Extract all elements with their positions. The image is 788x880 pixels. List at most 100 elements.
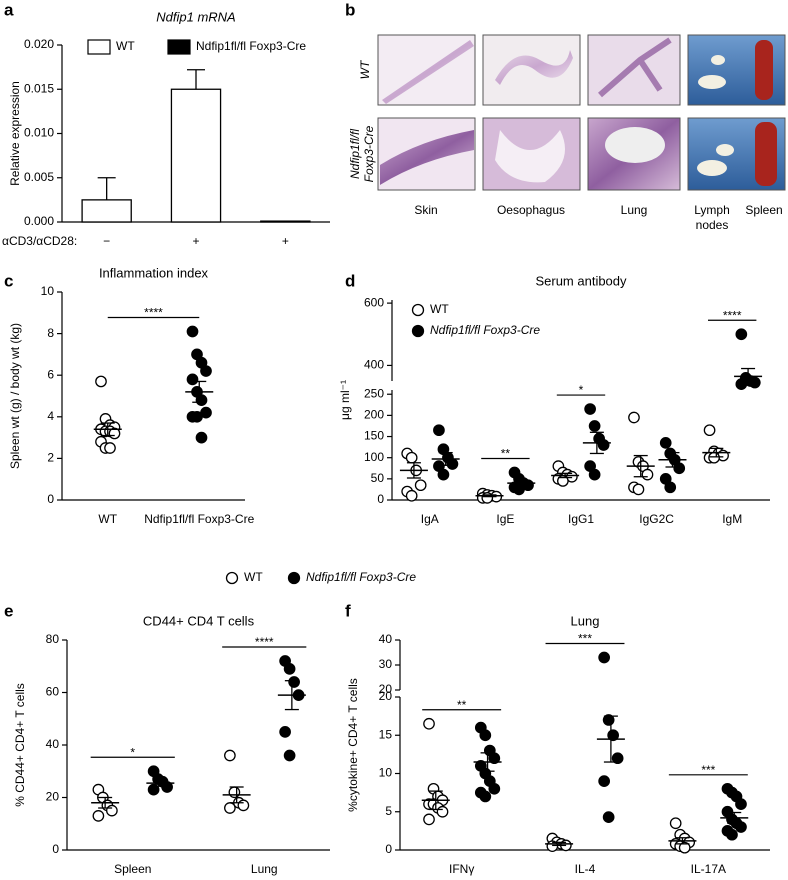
- data-point: [237, 799, 250, 812]
- y-axis-label: Relative expression: [8, 81, 22, 186]
- data-point: [224, 802, 236, 814]
- y-tick-label: 30: [379, 657, 393, 671]
- significance-label: ****: [144, 306, 163, 320]
- data-point: [479, 790, 492, 803]
- y-tick-label: 60: [46, 685, 60, 699]
- significance-label: *: [579, 383, 584, 397]
- data-point: [584, 403, 596, 415]
- data-point: [735, 821, 747, 833]
- significance-label: ***: [701, 763, 715, 777]
- y-tick-label: 80: [46, 632, 60, 646]
- x-tick-label: Lung: [251, 862, 278, 876]
- data-point: [446, 458, 459, 470]
- data-point: [95, 375, 107, 388]
- data-point: [104, 442, 116, 454]
- y-tick-label: 0: [47, 492, 54, 506]
- y-axis-label: % CD44+ CD4+ T cells: [13, 683, 27, 807]
- row-label: WT: [358, 59, 372, 79]
- bar: [170, 88, 222, 223]
- data-point: [279, 726, 291, 738]
- panel-label: f: [345, 601, 351, 620]
- data-point: [708, 451, 720, 464]
- image-detail: [755, 40, 773, 100]
- data-point: [437, 468, 450, 481]
- significance-label: *: [130, 745, 135, 759]
- row-label: Ndfip1fl/fl: [348, 129, 362, 179]
- data-point: [433, 424, 445, 437]
- x-tick-label: +: [282, 234, 289, 248]
- data-point: [588, 468, 601, 481]
- data-point: [659, 437, 672, 449]
- data-point: [669, 817, 682, 830]
- legend-swatch: [87, 39, 111, 55]
- y-tick-label: 5: [385, 804, 392, 818]
- x-axis-label: αCD3/αCD28:: [2, 234, 77, 248]
- y-tick-label: 100: [364, 450, 384, 464]
- image-detail: [495, 130, 565, 183]
- y-tick-label: 0.015: [24, 81, 54, 95]
- data-point: [632, 483, 645, 496]
- data-point: [678, 841, 691, 854]
- image-detail: [380, 130, 474, 185]
- chart-title: Serum antibody: [535, 273, 627, 288]
- column-label: Skin: [414, 203, 437, 217]
- x-tick-label: IFNγ: [449, 862, 474, 876]
- data-point: [186, 325, 199, 338]
- x-tick-label: WT: [98, 512, 117, 526]
- panel-label: d: [345, 271, 355, 290]
- y-tick-label: 2: [47, 451, 54, 465]
- image-detail: [598, 37, 672, 98]
- legend-swatch: [225, 571, 239, 585]
- panel-label: b: [345, 0, 355, 19]
- y-tick-label: 400: [364, 358, 384, 372]
- y-tick-label: 250: [364, 386, 384, 400]
- y-tick-label: 6: [47, 367, 54, 381]
- data-point: [405, 451, 418, 464]
- y-tick-label: 0.005: [24, 170, 54, 184]
- image-detail: [605, 127, 665, 163]
- significance-label: ****: [255, 635, 274, 649]
- data-point: [611, 752, 624, 765]
- data-point: [748, 376, 761, 389]
- image-detail: [716, 144, 734, 156]
- x-tick-label: IL-4: [575, 862, 596, 876]
- y-tick-label: 10: [41, 284, 55, 298]
- data-point: [436, 805, 449, 818]
- y-tick-label: 50: [371, 471, 385, 485]
- y-tick-label: 0.000: [24, 214, 54, 228]
- data-point: [414, 479, 427, 492]
- legend-label: WT: [244, 570, 263, 584]
- y-axis-label: %cytokine+ CD4+ T cells: [346, 678, 360, 812]
- y-tick-label: 20: [379, 682, 393, 696]
- y-tick-label: 0.020: [24, 37, 54, 51]
- data-point: [703, 424, 716, 437]
- column-label: Lymph: [694, 203, 730, 217]
- row-label: Foxp3-Cre: [362, 125, 376, 182]
- y-tick-label: 40: [379, 632, 393, 646]
- column-label: nodes: [696, 218, 729, 232]
- data-point: [597, 439, 610, 451]
- legend-swatch: [167, 39, 191, 55]
- bar: [81, 199, 132, 223]
- significance-label: ***: [578, 632, 592, 646]
- y-tick-label: 0: [385, 842, 392, 856]
- significance-label: **: [457, 698, 467, 712]
- data-point: [479, 729, 492, 742]
- x-tick-label: IL-17A: [691, 862, 726, 876]
- legend-label: Ndfip1fl/fl Foxp3-Cre: [430, 323, 540, 337]
- y-tick-label: 15: [379, 727, 393, 741]
- data-point: [147, 783, 160, 796]
- legend-swatch: [411, 324, 425, 338]
- image-detail: [697, 160, 727, 176]
- data-point: [481, 492, 494, 504]
- data-point: [195, 431, 208, 444]
- y-tick-label: 600: [364, 295, 384, 309]
- image-detail: [755, 122, 777, 186]
- significance-label: ****: [723, 308, 742, 322]
- data-point: [288, 676, 300, 688]
- data-point: [735, 798, 747, 810]
- data-point: [628, 411, 640, 424]
- x-tick-label: Spleen: [114, 862, 151, 876]
- significance-label: **: [501, 447, 511, 461]
